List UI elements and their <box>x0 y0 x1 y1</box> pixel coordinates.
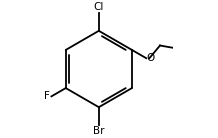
Text: Cl: Cl <box>94 2 104 12</box>
Text: O: O <box>147 53 155 63</box>
Text: Br: Br <box>93 126 105 136</box>
Text: F: F <box>44 91 50 101</box>
